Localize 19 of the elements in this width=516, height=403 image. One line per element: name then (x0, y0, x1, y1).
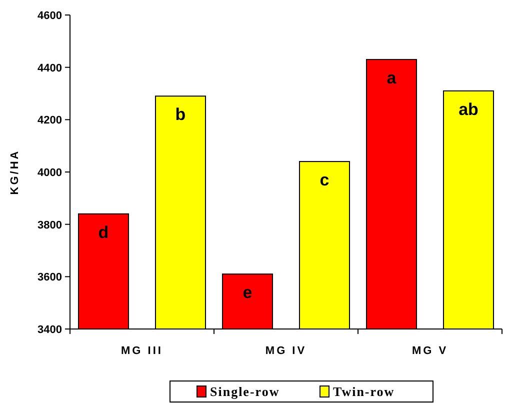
x-tick-label: MG III (121, 345, 163, 357)
annotation: c (320, 170, 330, 190)
y-tick-label: 4400 (38, 62, 62, 74)
y-tick-label: 4600 (38, 10, 62, 22)
y-tick-label: 3600 (38, 272, 62, 284)
annotation: a (386, 68, 397, 88)
y-axis-title: KG/HA (9, 149, 21, 195)
y-tick-label: 4200 (38, 114, 62, 127)
y-tick-label: 3400 (38, 324, 62, 336)
annotation: d (98, 222, 109, 242)
y-tick-label: 4000 (38, 167, 62, 179)
x-tick-label: MG V (412, 345, 448, 357)
legend-label: Twin-row (333, 384, 395, 399)
legend-label: Single-row (210, 384, 280, 399)
x-tick-label: MG IV (265, 345, 307, 357)
y-tick-label: 3800 (38, 219, 62, 232)
annotation: e (242, 283, 252, 302)
annotation: ab (458, 100, 478, 119)
annotation: b (175, 105, 186, 124)
